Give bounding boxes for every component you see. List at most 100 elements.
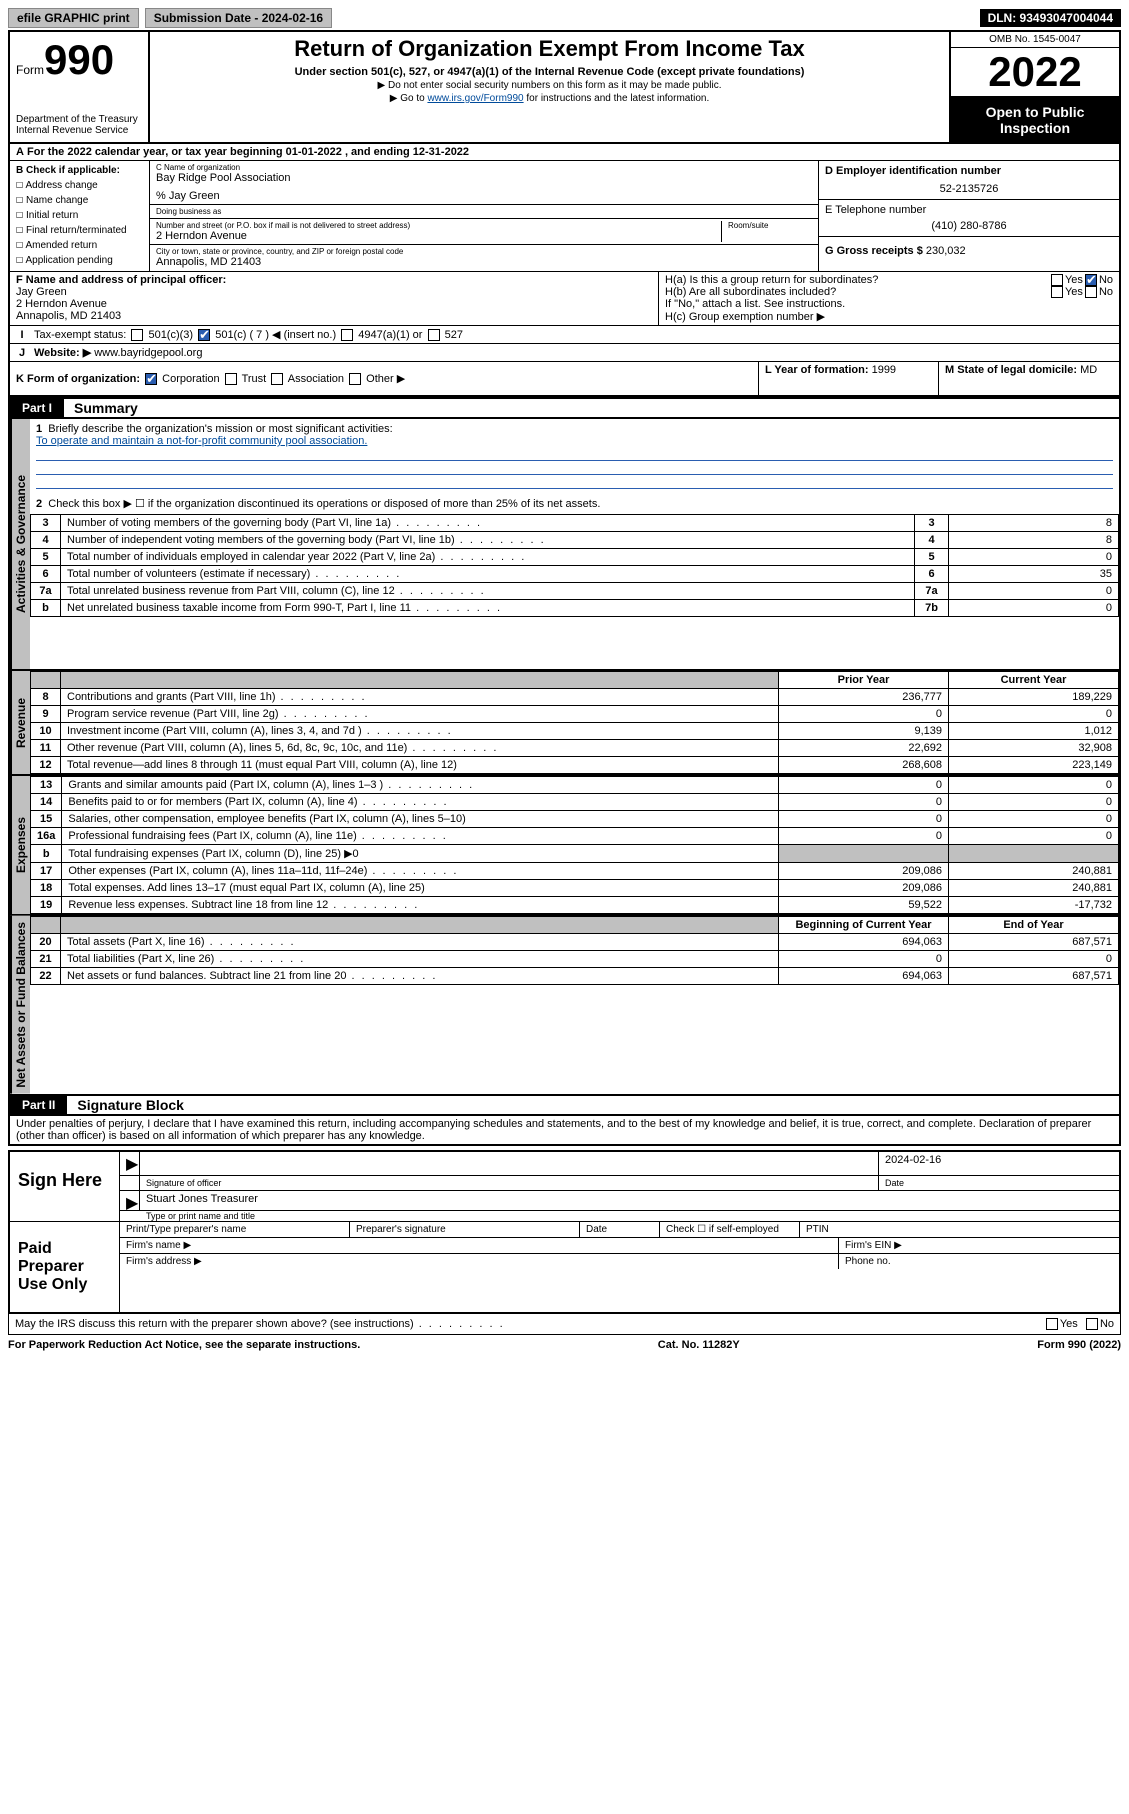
col-current: Current Year — [949, 672, 1119, 689]
col-end: End of Year — [949, 917, 1119, 934]
check-other[interactable]: Other ▶ — [347, 373, 405, 385]
ha-no[interactable]: No — [1083, 274, 1113, 286]
n: 6 — [31, 566, 61, 583]
c: -17,732 — [949, 897, 1119, 914]
n: 10 — [31, 723, 61, 740]
p: 0 — [779, 811, 949, 828]
na-row-22: 22Net assets or fund balances. Subtract … — [31, 968, 1119, 985]
exp-row-15: 15Salaries, other compensation, employee… — [31, 811, 1119, 828]
box: 6 — [915, 566, 949, 583]
lbl-name-change: Name change — [26, 195, 88, 206]
check-address-change[interactable]: ☐ Address change — [16, 177, 143, 191]
website-value: www.bayridgepool.org — [94, 347, 202, 359]
irs-discuss-line: May the IRS discuss this return with the… — [8, 1314, 1121, 1335]
v: 0 — [949, 583, 1119, 600]
header-right: OMB No. 1545-0047 2022 Open to Public In… — [949, 32, 1119, 142]
net-assets-section: Net Assets or Fund Balances Beginning of… — [10, 914, 1119, 1094]
pt-date-label: Date — [580, 1222, 660, 1237]
hb-yes[interactable]: Yes — [1049, 286, 1083, 298]
dba-block: Doing business as — [150, 205, 818, 219]
check-initial-return[interactable]: ☐ Initial return — [16, 207, 143, 221]
line-i-tax-exempt: I Tax-exempt status: 501(c)(3) 501(c) ( … — [10, 326, 1119, 344]
n: 12 — [31, 757, 61, 774]
ag-row-4: 4Number of independent voting members of… — [31, 532, 1119, 549]
telephone-value: (410) 280-8786 — [825, 220, 1113, 232]
perjury-declaration: Under penalties of perjury, I declare th… — [10, 1116, 1119, 1144]
exp-row-17: 17Other expenses (Part IX, column (A), l… — [31, 863, 1119, 880]
officer-name: Jay Green — [16, 286, 652, 298]
hb-label: H(b) Are all subordinates included? — [665, 286, 1049, 298]
check-527[interactable]: 527 — [426, 329, 463, 341]
line1-mission: 1 Briefly describe the organization's mi… — [30, 419, 1119, 493]
irs-label: Internal Revenue Service — [16, 125, 142, 136]
p: 209,086 — [779, 863, 949, 880]
ha-yes[interactable]: Yes — [1049, 274, 1083, 286]
ag-row-5: 5Total number of individuals employed in… — [31, 549, 1119, 566]
check-name-change[interactable]: ☐ Name change — [16, 192, 143, 206]
ag-row-6: 6Total number of volunteers (estimate if… — [31, 566, 1119, 583]
n: 17 — [31, 863, 62, 880]
check-association[interactable]: Association — [269, 373, 344, 385]
form-label: Form — [16, 63, 44, 77]
telephone-block: E Telephone number (410) 280-8786 — [819, 200, 1119, 237]
name-title-line: ▶ Stuart Jones Treasurer — [120, 1191, 1119, 1211]
part2-header: Part II Signature Block — [10, 1094, 1119, 1116]
paid-preparer-section: Paid Preparer Use Only Print/Type prepar… — [10, 1222, 1119, 1312]
col-d-right: D Employer identification number 52-2135… — [819, 161, 1119, 271]
sig-officer-cell — [140, 1152, 879, 1175]
check-501c3[interactable]: 501(c)(3) — [129, 329, 193, 341]
p: 9,139 — [779, 723, 949, 740]
rule2 — [36, 461, 1113, 475]
ag-row-7a: 7aTotal unrelated business revenue from … — [31, 583, 1119, 600]
ein-value: 52-2135726 — [825, 183, 1113, 195]
check-trust[interactable]: Trust — [223, 373, 267, 385]
check-501c[interactable]: 501(c) ( 7 ) ◀ (insert no.) — [196, 329, 336, 341]
rule3 — [36, 475, 1113, 489]
check-final-return[interactable]: ☐ Final return/terminated — [16, 222, 143, 236]
tax-year-text: For the 2022 calendar year, or tax year … — [27, 146, 469, 158]
check-4947[interactable]: 4947(a)(1) or — [339, 329, 422, 341]
care-of: % Jay Green — [156, 190, 812, 202]
check-corporation[interactable]: Corporation — [143, 373, 220, 385]
n: 11 — [31, 740, 61, 757]
c: 1,012 — [949, 723, 1119, 740]
discuss-no[interactable]: No — [1084, 1318, 1114, 1330]
check-amended-return[interactable]: ☐ Amended return — [16, 237, 143, 251]
n: 8 — [31, 689, 61, 706]
submission-date-button[interactable]: Submission Date - 2024-02-16 — [145, 8, 332, 28]
t: Benefits paid to or for members (Part IX… — [62, 794, 779, 811]
f-label: F Name and address of principal officer: — [16, 274, 226, 286]
line-l: L Year of formation: 1999 — [759, 362, 939, 395]
p: 694,063 — [779, 968, 949, 985]
n: 5 — [31, 549, 61, 566]
form-990-container: Form990 Department of the Treasury Inter… — [8, 30, 1121, 1146]
n: 9 — [31, 706, 61, 723]
col-b-checkboxes: B Check if applicable: ☐ Address change … — [10, 161, 150, 271]
arrow-icon: ▶ — [126, 1156, 138, 1173]
rev-row-8: 8Contributions and grants (Part VIII, li… — [31, 689, 1119, 706]
gross-receipts-value: 230,032 — [926, 245, 966, 257]
m-label: M State of legal domicile: — [945, 364, 1077, 376]
open-public-inspection: Open to Public Inspection — [951, 98, 1119, 142]
c-shade — [949, 845, 1119, 863]
t: Net unrelated business taxable income fr… — [61, 600, 915, 617]
part2-label: Part II — [10, 1096, 67, 1114]
opt-527: 527 — [445, 329, 463, 341]
discuss-yes[interactable]: Yes — [1044, 1318, 1078, 1330]
form-number: Form990 — [16, 36, 142, 84]
signature-block: Sign Here ▶ 2024-02-16 Signature of offi… — [8, 1150, 1121, 1314]
ag-table: 3Number of voting members of the governi… — [30, 514, 1119, 617]
mission-text: To operate and maintain a not-for-profit… — [36, 435, 367, 447]
vtab-expenses: Expenses — [10, 776, 30, 914]
efile-print-button[interactable]: efile GRAPHIC print — [8, 8, 139, 28]
check-application-pending[interactable]: ☐ Application pending — [16, 252, 143, 266]
discuss-text: May the IRS discuss this return with the… — [15, 1318, 1044, 1330]
n: 14 — [31, 794, 62, 811]
irs-form990-link[interactable]: www.irs.gov/Form990 — [427, 93, 523, 104]
form-subtitle: Under section 501(c), 527, or 4947(a)(1)… — [158, 66, 941, 78]
t: Salaries, other compensation, employee b… — [62, 811, 779, 828]
paid-preparer-right: Print/Type preparer's name Preparer's si… — [120, 1222, 1119, 1312]
p: 0 — [779, 777, 949, 794]
preparer-row3: Firm's address ▶ Phone no. — [120, 1254, 1119, 1269]
rev-row-9: 9Program service revenue (Part VIII, lin… — [31, 706, 1119, 723]
